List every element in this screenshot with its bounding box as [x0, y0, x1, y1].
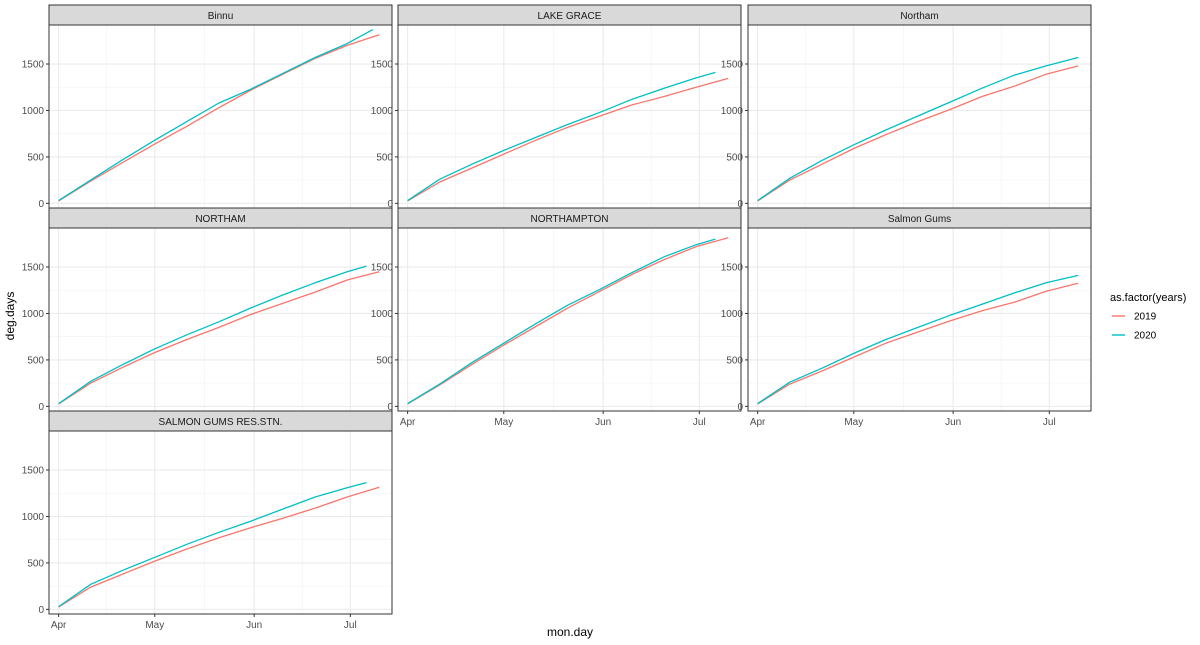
- panel-border: [747, 227, 1092, 412]
- series-line-2019: [757, 282, 1079, 405]
- y-tick-label: 0: [737, 402, 743, 413]
- facet-strip-label: LAKE GRACE: [538, 11, 602, 22]
- legend: as.factor(years) 2019 2020: [1110, 292, 1186, 344]
- facet-strip-label: NORTHAMPTON: [531, 214, 609, 225]
- x-tick-label: May: [145, 620, 164, 631]
- y-tick-label: 1000: [721, 106, 744, 117]
- series-line-2020: [407, 238, 716, 405]
- x-tick-label: May: [494, 417, 513, 428]
- y-tick-label: 1500: [371, 263, 394, 274]
- panel-border: [48, 430, 393, 615]
- y-tick-label: 1500: [371, 60, 394, 71]
- x-tick-label: Jun: [945, 417, 961, 428]
- plot-background: [748, 228, 1091, 411]
- panel-salmon-gums: Salmon Gums 0 500 1000 1500 Apr May Jun Jul: [721, 207, 1092, 428]
- y-tick-label: 500: [376, 152, 393, 163]
- series-line-2019: [58, 271, 380, 405]
- y-tick-label: 1500: [721, 60, 744, 71]
- y-tick-label: 1000: [22, 106, 45, 117]
- y-tick-label: 500: [726, 152, 743, 163]
- x-tick-label: Jun: [595, 417, 611, 428]
- y-tick-label: 500: [27, 152, 44, 163]
- y-tick-label: 500: [376, 355, 393, 366]
- panel-northam: Northam 0 500 1000 1500: [721, 4, 1092, 210]
- panel-salmon-gums-res-stn: SALMON GUMS RES.STN. 0 500 1000 1500 Apr May Ju…: [22, 410, 393, 631]
- series-line-2020: [58, 265, 367, 405]
- series-line-2020: [757, 274, 1079, 405]
- y-tick-label: 1000: [22, 309, 45, 320]
- panel-northampton: NORTHAMPTON 0 500 1000 1500 Apr May Jun Jul: [371, 207, 742, 428]
- x-tick-label: Jul: [693, 417, 706, 428]
- y-tick-label: 0: [38, 199, 44, 210]
- series-line-2019: [58, 34, 380, 202]
- facet-strip-label: Binnu: [208, 11, 234, 22]
- series-line-2019: [407, 77, 729, 202]
- y-tick-label: 0: [387, 199, 393, 210]
- x-tick-label: Apr: [400, 417, 416, 428]
- series-line-2020: [58, 29, 374, 202]
- x-axis-title: mon.day: [547, 625, 593, 639]
- plot-background: [748, 25, 1091, 208]
- y-tick-label: 1500: [22, 263, 45, 274]
- y-tick-label: 1000: [371, 106, 394, 117]
- facet-strip-label: Northam: [900, 11, 938, 22]
- series-line-2019: [757, 65, 1079, 202]
- series-line-2020: [407, 71, 716, 202]
- series-line-2020: [58, 481, 367, 608]
- y-tick-label: 0: [38, 605, 44, 616]
- x-tick-label: Jul: [1043, 417, 1056, 428]
- plot-background: [49, 25, 392, 208]
- y-axis-title: deg.days: [3, 292, 17, 341]
- facet-strip-label: NORTHAM: [195, 214, 245, 225]
- plot-background: [398, 25, 741, 208]
- panel-binnu: Binnu 0 500 1000 1500: [22, 4, 393, 210]
- y-tick-label: 500: [27, 355, 44, 366]
- x-tick-label: Jun: [246, 620, 262, 631]
- y-tick-label: 1500: [22, 60, 45, 71]
- series-line-2019: [58, 486, 380, 608]
- plot-background: [398, 228, 741, 411]
- panel-lake-grace: LAKE GRACE 0 500 1000 1500: [371, 4, 742, 210]
- facet-strip-label: Salmon Gums: [888, 214, 951, 225]
- legend-label-2020: 2020: [1134, 331, 1157, 342]
- y-tick-label: 1000: [371, 309, 394, 320]
- y-tick-label: 1000: [22, 512, 45, 523]
- series-line-2019: [407, 237, 729, 405]
- y-tick-label: 0: [38, 402, 44, 413]
- y-tick-label: 1500: [721, 263, 744, 274]
- y-tick-label: 500: [27, 558, 44, 569]
- x-tick-label: Jul: [344, 620, 357, 631]
- facet-strip-label: SALMON GUMS RES.STN.: [159, 417, 283, 428]
- plot-background: [49, 228, 392, 411]
- x-tick-label: May: [844, 417, 863, 428]
- panel-northam: NORTHAM 0 500 1000 1500: [22, 207, 393, 413]
- x-tick-label: Apr: [750, 417, 766, 428]
- legend-label-2019: 2019: [1134, 312, 1157, 323]
- panel-border: [397, 227, 742, 412]
- y-tick-label: 1000: [721, 309, 744, 320]
- y-tick-label: 500: [726, 355, 743, 366]
- y-tick-label: 0: [387, 402, 393, 413]
- y-tick-label: 0: [737, 199, 743, 210]
- series-line-2020: [757, 56, 1079, 202]
- y-tick-label: 1500: [22, 466, 45, 477]
- legend-title: as.factor(years): [1110, 292, 1186, 304]
- plot-background: [49, 431, 392, 614]
- x-tick-label: Apr: [51, 620, 67, 631]
